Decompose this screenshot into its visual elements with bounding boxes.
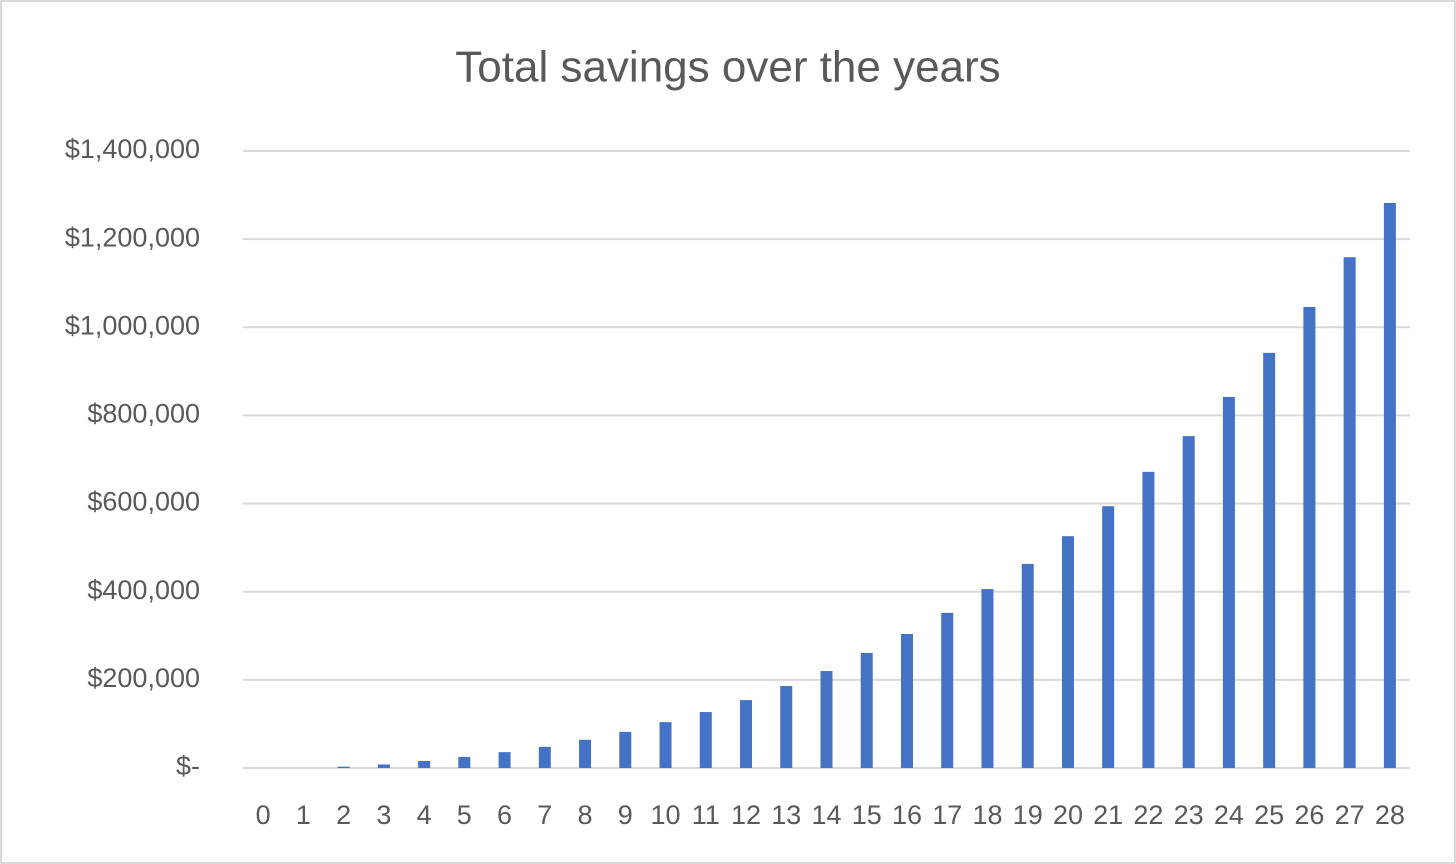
y-tick-label: $600,000 xyxy=(87,487,200,517)
x-tick-label: 19 xyxy=(1013,800,1043,830)
bar xyxy=(337,766,350,768)
x-tick-label: 21 xyxy=(1093,800,1123,830)
bar xyxy=(1102,506,1115,768)
x-tick-label: 15 xyxy=(852,800,882,830)
x-tick-label: 5 xyxy=(457,800,472,830)
bar xyxy=(458,756,471,768)
x-tick-label: 20 xyxy=(1053,800,1083,830)
x-tick-label: 12 xyxy=(731,800,761,830)
x-tick-label: 13 xyxy=(771,800,801,830)
y-tick-label: $- xyxy=(176,751,200,781)
bar xyxy=(1263,352,1276,768)
bar xyxy=(900,634,913,768)
x-tick-label: 8 xyxy=(578,800,593,830)
bar xyxy=(860,652,873,768)
bar xyxy=(377,764,390,768)
y-tick-label: $1,200,000 xyxy=(65,222,200,252)
x-tick-label: 14 xyxy=(811,800,841,830)
bar xyxy=(740,700,753,768)
bar xyxy=(1383,203,1396,769)
chart-title: Total savings over the years xyxy=(455,43,1000,92)
x-tick-label: 9 xyxy=(618,800,633,830)
x-tick-label: 10 xyxy=(651,800,681,830)
bar xyxy=(498,752,511,768)
y-tick-label: $200,000 xyxy=(87,663,200,693)
y-tick-label: $1,400,000 xyxy=(65,134,200,164)
x-tick-label: 4 xyxy=(417,800,432,830)
bar xyxy=(579,739,592,768)
x-tick-label: 0 xyxy=(256,800,271,830)
x-tick-label: 16 xyxy=(892,800,922,830)
x-tick-label: 28 xyxy=(1375,800,1405,830)
x-tick-label: 23 xyxy=(1174,800,1204,830)
bar xyxy=(981,589,994,768)
bar xyxy=(820,671,833,768)
bar xyxy=(1303,307,1316,768)
x-tick-label: 25 xyxy=(1254,800,1284,830)
bar xyxy=(1222,396,1235,768)
bar xyxy=(1343,257,1356,768)
bar xyxy=(941,612,954,768)
x-tick-label: 2 xyxy=(336,800,351,830)
bar xyxy=(619,731,632,768)
bar xyxy=(538,746,551,768)
x-tick-label: 1 xyxy=(296,800,311,830)
bar xyxy=(1142,471,1155,768)
x-tick-label: 3 xyxy=(376,800,391,830)
bar xyxy=(1021,563,1034,768)
x-tick-label: 17 xyxy=(932,800,962,830)
x-tick-label: 22 xyxy=(1133,800,1163,830)
y-tick-label: $1,000,000 xyxy=(65,310,200,340)
x-tick-label: 11 xyxy=(692,800,720,830)
bar xyxy=(1182,436,1195,768)
y-tick-label: $400,000 xyxy=(87,575,200,605)
x-tick-label: 27 xyxy=(1335,800,1365,830)
bar xyxy=(1061,536,1074,768)
x-tick-label: 6 xyxy=(497,800,512,830)
bar xyxy=(780,686,793,768)
bar xyxy=(659,722,672,768)
x-tick-label: 24 xyxy=(1214,800,1244,830)
y-tick-label: $800,000 xyxy=(87,399,200,429)
bar xyxy=(699,712,712,768)
x-tick-label: 18 xyxy=(972,800,1002,830)
bar xyxy=(418,760,431,768)
x-tick-label: 7 xyxy=(537,800,552,830)
x-tick-label: 26 xyxy=(1294,800,1324,830)
